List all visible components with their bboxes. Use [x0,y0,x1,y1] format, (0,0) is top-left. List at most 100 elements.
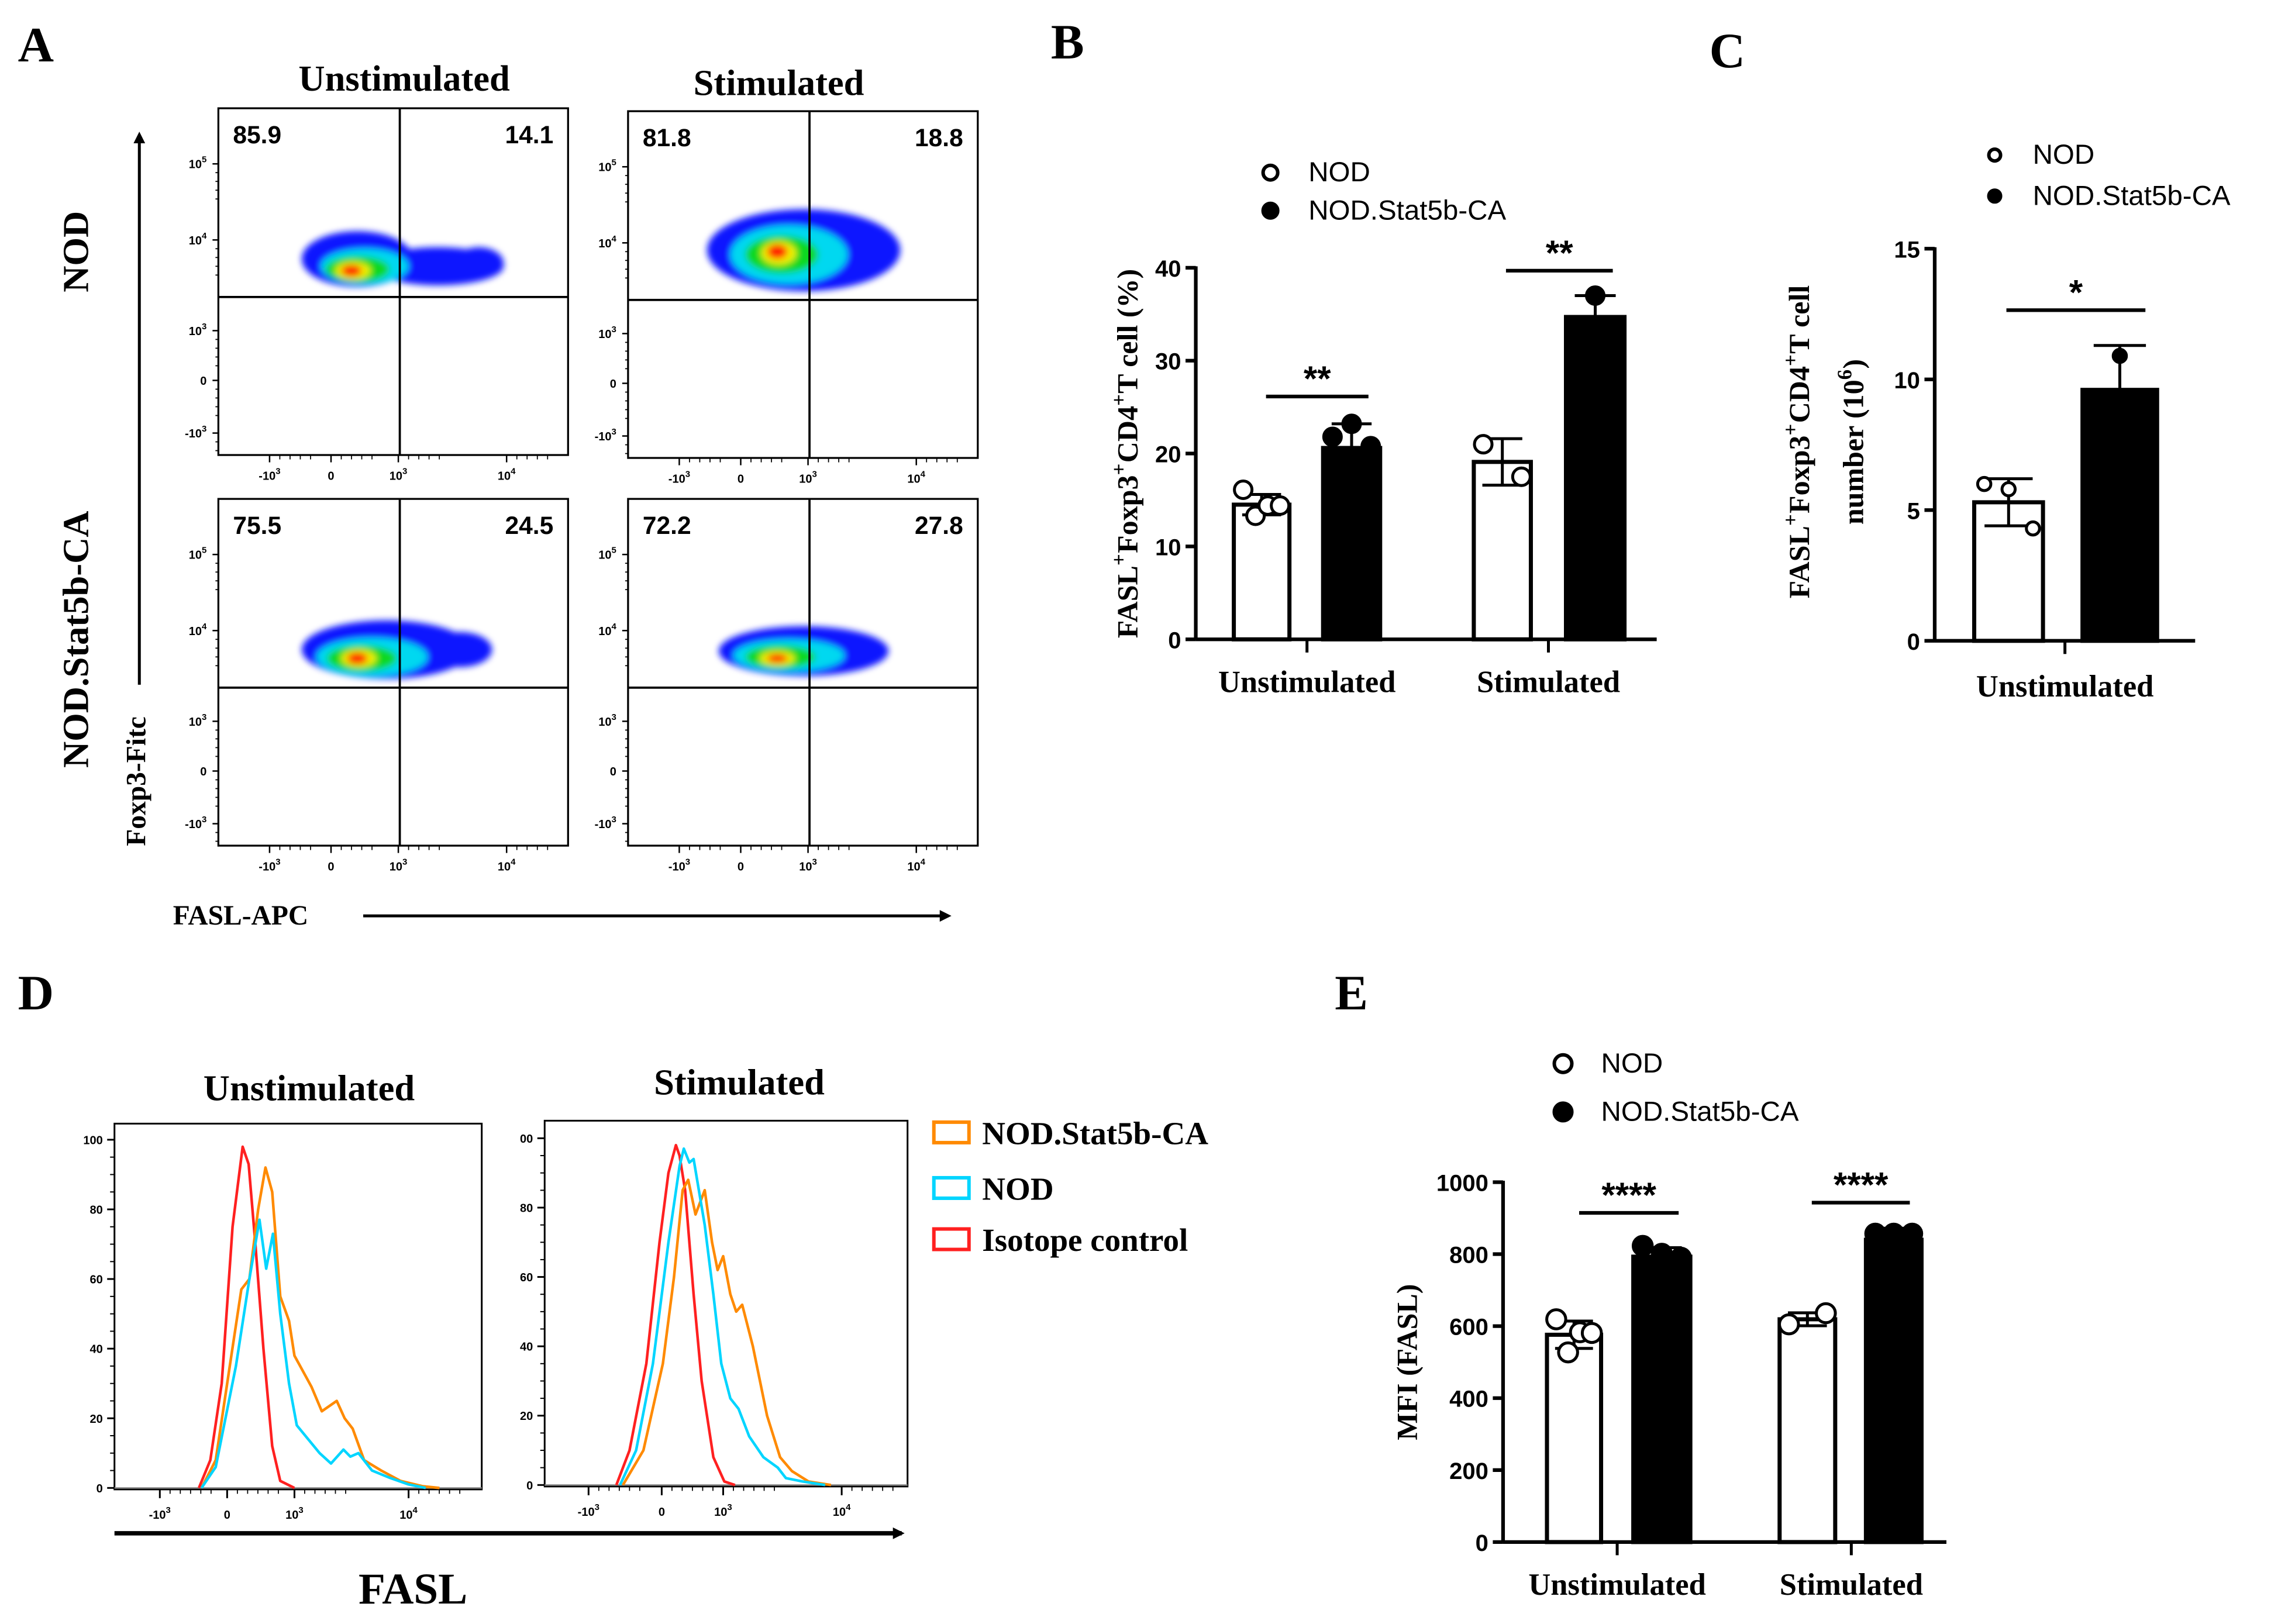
y-tick-label: 0 [526,1480,533,1492]
x-axis-label-fasl-apc: FASL-APC [173,901,308,931]
superscript: + [1779,514,1802,526]
x-tick-label: -103 [259,857,280,874]
tick-base: 10 [598,161,611,174]
label-part: CD4 [1783,366,1815,423]
data-point-open [1580,1322,1603,1344]
legend-label: NOD [1601,1048,1663,1079]
tick-exponent: 4 [921,470,926,480]
y-tick-label: 105 [598,158,616,174]
data-point-filled [1341,413,1362,435]
x-tick-label: 104 [498,467,516,483]
superscript: + [1107,554,1130,566]
histogram-curve-isotope-control [197,1145,295,1489]
y-tick-label: 0 [200,375,206,388]
x-category-label: Unstimulated [1218,665,1395,699]
data-point-open [1778,1313,1800,1336]
tick-exponent: 3 [275,857,280,867]
tick-exponent: 4 [612,234,617,244]
tick-exponent: 4 [846,1502,851,1512]
tick-base: 10 [907,473,920,486]
tick-exponent: 3 [202,815,206,825]
label-part: FASL [1111,566,1143,638]
bar-nod [1232,502,1292,642]
density-blob [707,209,901,291]
y-tick-label: -103 [595,427,616,443]
legend-label: NOD.Stat5b-CA [2033,180,2231,211]
tick-exponent: 4 [413,1505,418,1515]
superscript: + [1107,464,1130,475]
data-point-filled [1901,1222,1924,1245]
tick-base: 10 [714,1506,727,1519]
bar-nod [1472,460,1533,642]
histogram-title: Unstimulated [204,1067,415,1108]
x-tick-label: -103 [668,857,690,874]
tick-base: 0 [738,861,744,874]
y-tick-label: 100 [83,1134,102,1147]
data-point-open [1976,475,1993,492]
tick-base: 10 [498,470,511,483]
tick-base: 0 [200,766,206,778]
label-part: T cell [1783,285,1815,354]
tick-base: 10 [390,470,402,483]
tick-base: 0 [610,378,616,391]
y-tick-label: 600 [1449,1315,1488,1340]
tick-base: 10 [833,1506,846,1519]
data-point-filled [1585,285,1606,306]
quadrant-upper-right-percent: 14.1 [505,121,554,149]
plot-frame [113,1122,483,1491]
data-point-open [1815,1302,1837,1325]
row-label-nod-stat5b-ca: NOD.Stat5b-CA [56,511,97,768]
tick-exponent: 3 [166,1505,171,1515]
significance-stars: ** [1304,359,1331,398]
histogram-curve-nod-stat5b-ca [622,1178,832,1487]
label-part: MFI (FASL) [1390,1284,1423,1440]
legend-label: NOD.Stat5b-CA [1308,195,1506,226]
x-category-label: Stimulated [1477,665,1620,699]
significance-stars: ** [1546,233,1573,273]
tick-base: 10 [189,235,202,247]
tick-exponent: 3 [298,1505,303,1515]
tick-exponent: 3 [275,467,280,477]
density-blob [718,626,889,676]
x-tick-label: -103 [149,1505,171,1522]
x-tick-label: 104 [907,857,925,874]
bar-nod-stat5b-ca [1631,1254,1693,1544]
plot-frame [217,107,569,456]
tick-exponent: 4 [202,622,207,632]
y-tick-label: 0 [610,766,616,778]
data-point-open [1545,1308,1567,1330]
tick-exponent: 4 [921,857,926,867]
x-tick-label: 103 [714,1502,732,1519]
x-tick-label: 0 [738,473,744,486]
y-tick-label: 103 [189,322,207,338]
tick-exponent: 3 [812,470,817,480]
x-tick-label: 0 [224,1509,230,1522]
x-tick-label: 104 [498,857,516,874]
tick-exponent: 3 [595,1502,599,1512]
y-tick-label: -103 [595,815,616,831]
histogram-curve-nod-stat5b-ca [200,1166,440,1489]
legend-swatch-icon [932,1227,971,1251]
tick-base: -10 [259,470,275,483]
y-tick-label: 103 [598,712,616,729]
tick-base: 0 [610,766,616,778]
significance-stars: **** [1834,1165,1889,1204]
quadrant-upper-left-percent: 75.5 [233,512,281,540]
tick-base: 0 [328,470,334,483]
y-tick-label: 20 [1155,442,1181,468]
x-category-label: Unstimulated [1528,1568,1705,1602]
tick-exponent: 3 [402,857,407,867]
legend-label: NOD.Stat5b-CA [982,1115,1208,1151]
quadrant-upper-left-percent: 81.8 [643,124,691,152]
legend-swatch-icon [932,1120,971,1144]
tick-base: -10 [668,473,685,486]
tick-base: 0 [328,861,334,874]
x-tick-label: 0 [328,861,334,874]
label-part: Foxp3 [1111,475,1143,553]
bar-nod-stat5b-ca [1863,1237,1924,1544]
data-point-open [1233,480,1254,501]
